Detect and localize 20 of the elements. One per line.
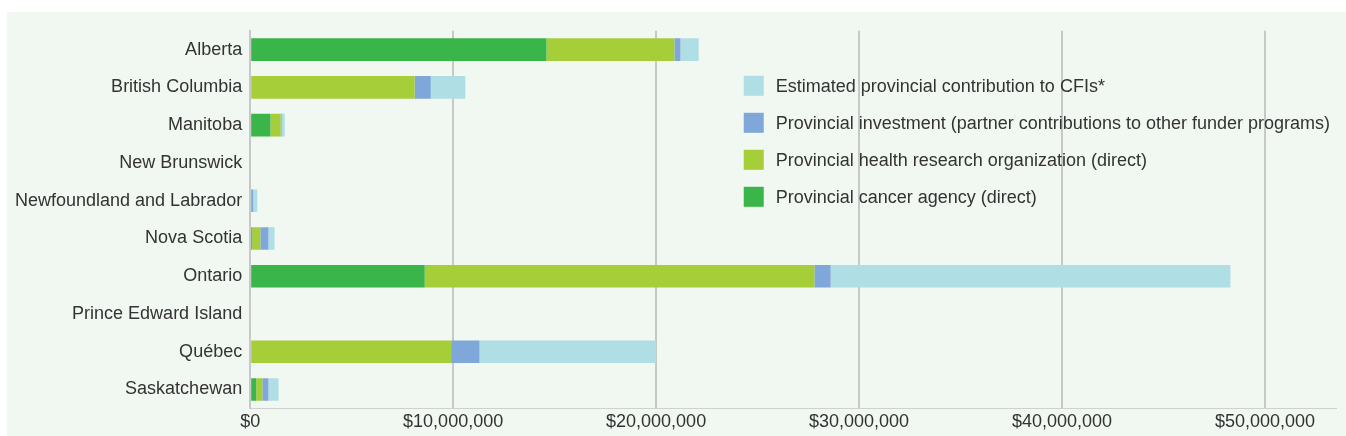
legend-label: Provincial health research organization (direct) xyxy=(775,149,1147,170)
y-tick-label: Alberta xyxy=(185,38,244,59)
y-tick-label: Prince Edward Island xyxy=(72,302,243,323)
y-tick-label: Nova Scotia xyxy=(145,227,244,248)
legend-label: Estimated provincial contribution to CFIs* xyxy=(775,75,1105,96)
x-tick-label: $0 xyxy=(240,411,261,432)
legend-label: Provincial cancer agency (direct) xyxy=(775,186,1037,207)
y-tick-label: British Columbia xyxy=(111,76,244,97)
y-tick-label: Newfoundland and Labrador xyxy=(15,189,243,210)
x-tick-label: $40,000,000 xyxy=(1011,411,1113,432)
y-tick-label: Manitoba xyxy=(168,114,244,135)
x-tick-label: $30,000,000 xyxy=(808,411,910,432)
legend-label: Provincial investment (partner contributions to other funder programs) xyxy=(775,112,1331,133)
y-tick-label: Québec xyxy=(179,340,243,361)
x-tick-label: $50,000,000 xyxy=(1214,411,1316,432)
y-tick-label: Ontario xyxy=(183,265,243,286)
x-tick-label: $20,000,000 xyxy=(606,411,707,432)
y-tick-label: New Brunswick xyxy=(119,151,244,172)
y-tick-label: Saskatchewan xyxy=(125,378,243,399)
x-tick-label: $10,000,000 xyxy=(403,411,504,432)
